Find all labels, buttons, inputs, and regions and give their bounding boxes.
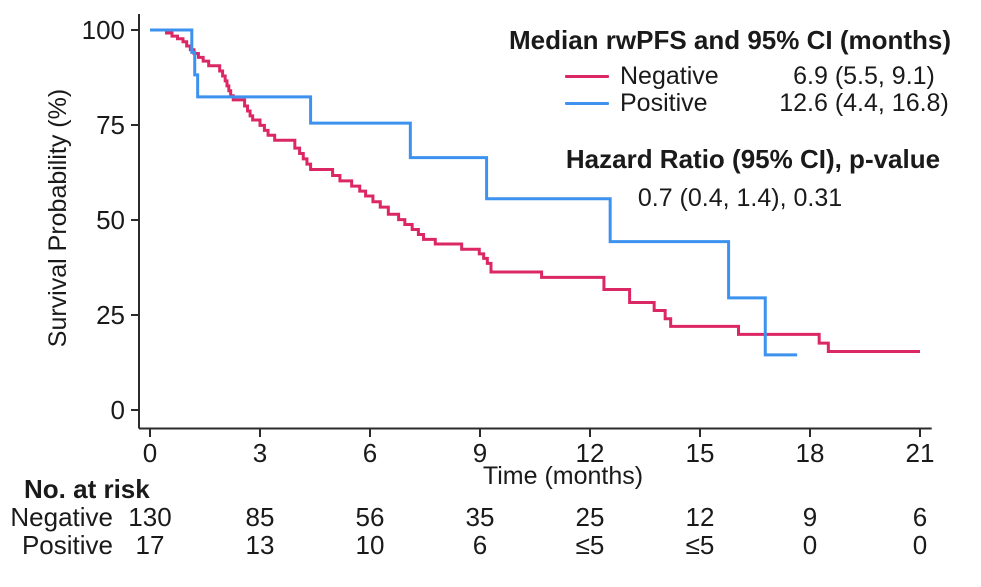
- x-tick-label: 15: [686, 438, 715, 468]
- risk-count: 6: [912, 502, 928, 532]
- risk-count: 6: [472, 530, 488, 560]
- x-tick-label: 3: [253, 438, 267, 468]
- legend-value-positive: 12.6 (4.4, 16.8): [779, 89, 949, 117]
- hazard-ratio-title: Hazard Ratio (95% CI), p-value: [565, 144, 941, 174]
- km-curve-negative: [150, 28, 920, 353]
- km-curve-positive: [150, 28, 798, 357]
- risk-count: 10: [355, 530, 385, 560]
- risk-table-title: No. at risk: [24, 474, 150, 504]
- risk-count: 17: [135, 530, 165, 560]
- legend-value-negative: 6.9 (5.5, 9.1): [793, 62, 935, 90]
- risk-row-negative: Negative 130 85 56 35 25 12 9 6: [0, 504, 981, 531]
- y-tick-label: 75: [96, 110, 125, 140]
- x-tick-label: 0: [143, 438, 157, 468]
- x-tick-label: 18: [796, 438, 825, 468]
- risk-row-label-positive: Positive: [21, 530, 113, 560]
- negative-line-swatch-icon: [565, 75, 609, 78]
- risk-count: 25: [575, 502, 605, 532]
- risk-count: 85: [245, 502, 275, 532]
- y-tick-label: 50: [96, 205, 125, 235]
- risk-count: 0: [912, 530, 928, 560]
- x-tick-label: 21: [906, 438, 935, 468]
- risk-count: 13: [245, 530, 275, 560]
- y-tick-label: 100: [82, 15, 125, 45]
- legend-row-positive: Positive 12.6 (4.4, 16.8): [0, 90, 981, 117]
- y-tick-label: 25: [96, 300, 125, 330]
- legend-row-negative: Negative 6.9 (5.5, 9.1): [0, 63, 981, 90]
- risk-count: 130: [128, 502, 172, 532]
- legend-label-negative: Negative: [620, 62, 719, 90]
- risk-count: 35: [465, 502, 495, 532]
- risk-count: 0: [802, 530, 818, 560]
- legend-title: Median rwPFS and 95% CI (months): [508, 25, 952, 55]
- risk-row-positive: Positive 17 13 10 6 ≤5 ≤5 0 0: [0, 532, 981, 559]
- x-tick-label: 12: [576, 438, 605, 468]
- y-tick-label: 0: [111, 395, 125, 425]
- hazard-ratio-value: 0.7 (0.4, 1.4), 0.31: [637, 184, 843, 212]
- x-axis-label: Time (months): [482, 462, 644, 490]
- risk-count: 12: [685, 502, 715, 532]
- x-tick-label: 6: [363, 438, 377, 468]
- risk-count: ≤5: [575, 530, 605, 560]
- risk-count: ≤5: [685, 530, 715, 560]
- risk-row-label-negative: Negative: [10, 502, 113, 532]
- positive-line-swatch-icon: [565, 102, 609, 105]
- legend-label-positive: Positive: [620, 89, 708, 117]
- x-tick-label: 9: [473, 438, 487, 468]
- risk-count: 56: [355, 502, 385, 532]
- risk-count: 9: [802, 502, 818, 532]
